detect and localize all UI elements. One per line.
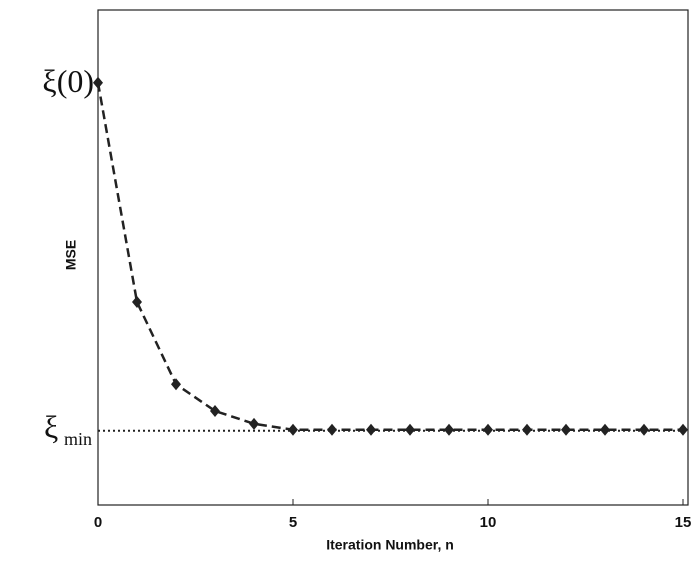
marker xyxy=(600,424,610,436)
annotation-subscript: min xyxy=(64,429,92,449)
marker xyxy=(249,418,259,430)
x-tick-label: 5 xyxy=(289,514,297,531)
x-axis-label: Iteration Number, n xyxy=(326,537,454,553)
marker xyxy=(483,424,493,436)
marker xyxy=(366,424,376,436)
y-axis-label: MSE xyxy=(63,240,79,270)
marker xyxy=(288,424,298,436)
annotation: ξ xyxy=(44,409,58,445)
x-tick-label: 10 xyxy=(480,514,497,531)
marker xyxy=(405,424,415,436)
marker xyxy=(444,424,454,436)
marker xyxy=(561,424,571,436)
marker xyxy=(132,296,142,308)
marker xyxy=(678,424,688,436)
marker xyxy=(522,424,532,436)
marker xyxy=(93,77,103,89)
x-tick-label: 15 xyxy=(675,514,691,531)
annotation: ξ(0) xyxy=(42,63,94,99)
series-line xyxy=(98,83,683,430)
marker xyxy=(210,405,220,417)
x-tick-label: 0 xyxy=(94,514,102,531)
marker xyxy=(171,378,181,390)
chart: MSE Iteration Number, n 0 5 10 15 ξ(0) ξmin xyxy=(0,0,691,556)
marker xyxy=(639,424,649,436)
marker xyxy=(327,424,337,436)
